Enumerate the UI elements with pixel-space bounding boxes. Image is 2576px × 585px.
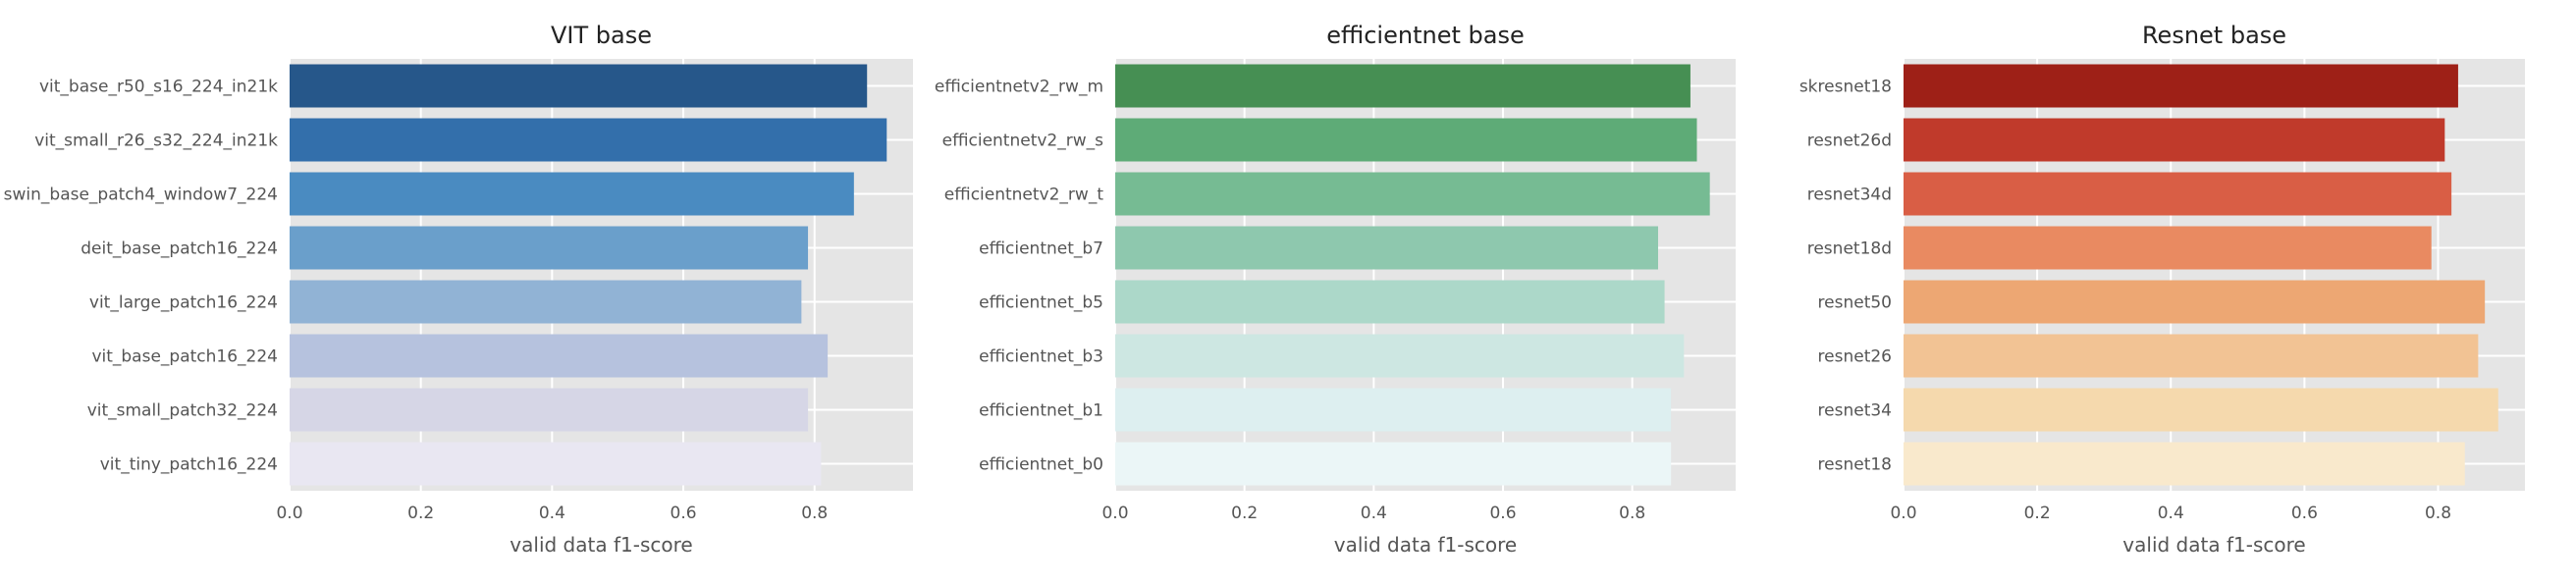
x-tick-label: 0.4 [2158,504,2184,523]
bar [290,172,854,216]
bar [290,388,809,432]
bar [1115,172,1710,216]
x-tick-label: 0.6 [2291,504,2318,523]
y-tick-label: efficientnet_b1 [979,401,1103,421]
y-tick-label: efficientnet_b5 [979,293,1103,313]
bar [1904,172,2452,216]
bar [1115,442,1672,486]
x-tick-label: 0.6 [671,504,697,523]
x-tick-label: 0.6 [1489,504,1516,523]
bar [1115,226,1658,270]
bar [290,280,802,324]
y-tick-label: skresnet18 [1799,78,1892,97]
chart-efficientnet: 0.0 0.2 0.4 0.6 0.8efficientnetv2_rw_meffici… [935,22,1736,557]
y-tick-label: resnet26 [1818,347,1892,367]
x-tick-label: 0.0 [1890,504,1916,523]
y-tick-label: swin_base_patch4_window7_224 [4,186,278,205]
y-tick-label: vit_large_patch16_224 [89,293,278,313]
chart-title: Resnet base [2142,22,2286,49]
x-axis-label: valid data f1-score [510,533,692,557]
y-tick-label: resnet34 [1818,401,1892,421]
x-tick-label: 0.4 [1361,504,1387,523]
bar [1904,388,2498,432]
y-tick-label: efficientnet_b7 [979,239,1103,259]
bar [290,64,868,108]
y-tick-label: vit_small_r26_s32_224_in21k [34,132,278,151]
x-tick-label: 0.2 [407,504,434,523]
y-tick-label: efficientnetv2_rw_t [944,186,1104,205]
y-tick-label: vit_base_patch16_224 [91,347,278,367]
bar [1115,388,1672,432]
bar [1904,226,2432,270]
bar [290,442,822,486]
chart-title: efficientnet base [1326,22,1524,49]
x-tick-label: 0.8 [2425,504,2451,523]
bar [1115,280,1665,324]
bar [1115,118,1697,162]
bar [1115,64,1690,108]
bar [1904,334,2479,378]
y-tick-label: deit_base_patch16_224 [80,239,278,259]
y-tick-label: efficientnetv2_rw_s [942,132,1104,151]
y-tick-label: resnet18 [1818,455,1892,475]
x-tick-label: 0.0 [1101,504,1128,523]
y-tick-label: efficientnetv2_rw_m [935,78,1103,97]
bar [1904,118,2445,162]
y-tick-label: efficientnet_b0 [979,455,1103,475]
x-axis-label: valid data f1-score [1334,533,1517,557]
chart-title: VIT base [551,22,652,49]
bar [290,226,809,270]
bar [1904,280,2486,324]
x-tick-label: 0.2 [1231,504,1258,523]
x-tick-label: 0.0 [276,504,302,523]
x-tick-label: 0.2 [2024,504,2051,523]
bar [1904,64,2458,108]
y-tick-label: resnet50 [1818,293,1892,313]
bar [290,334,829,378]
x-tick-label: 0.8 [801,504,828,523]
bar [290,118,887,162]
y-tick-label: vit_tiny_patch16_224 [100,455,278,475]
y-tick-label: resnet34d [1807,186,1892,205]
chart-resnet: 0.0 0.2 0.4 0.6 0.8 skresnet18 resnet26d resnet… [1799,22,2525,557]
x-tick-label: 0.8 [1619,504,1645,523]
chart-vit: 0.0 0.2 0.4 0.6 0.8 vit_base_r50_s16_224_in21… [4,22,913,557]
bar [1115,334,1685,378]
y-tick-label: efficientnet_b3 [979,347,1103,367]
x-tick-label: 0.4 [539,504,565,523]
x-axis-label: valid data f1-score [2122,533,2305,557]
y-tick-label: resnet26d [1807,132,1892,151]
bar [1904,442,2465,486]
y-tick-label: vit_base_r50_s16_224_in21k [39,78,278,97]
y-tick-label: vit_small_patch32_224 [87,401,278,421]
y-tick-label: resnet18d [1807,239,1892,259]
